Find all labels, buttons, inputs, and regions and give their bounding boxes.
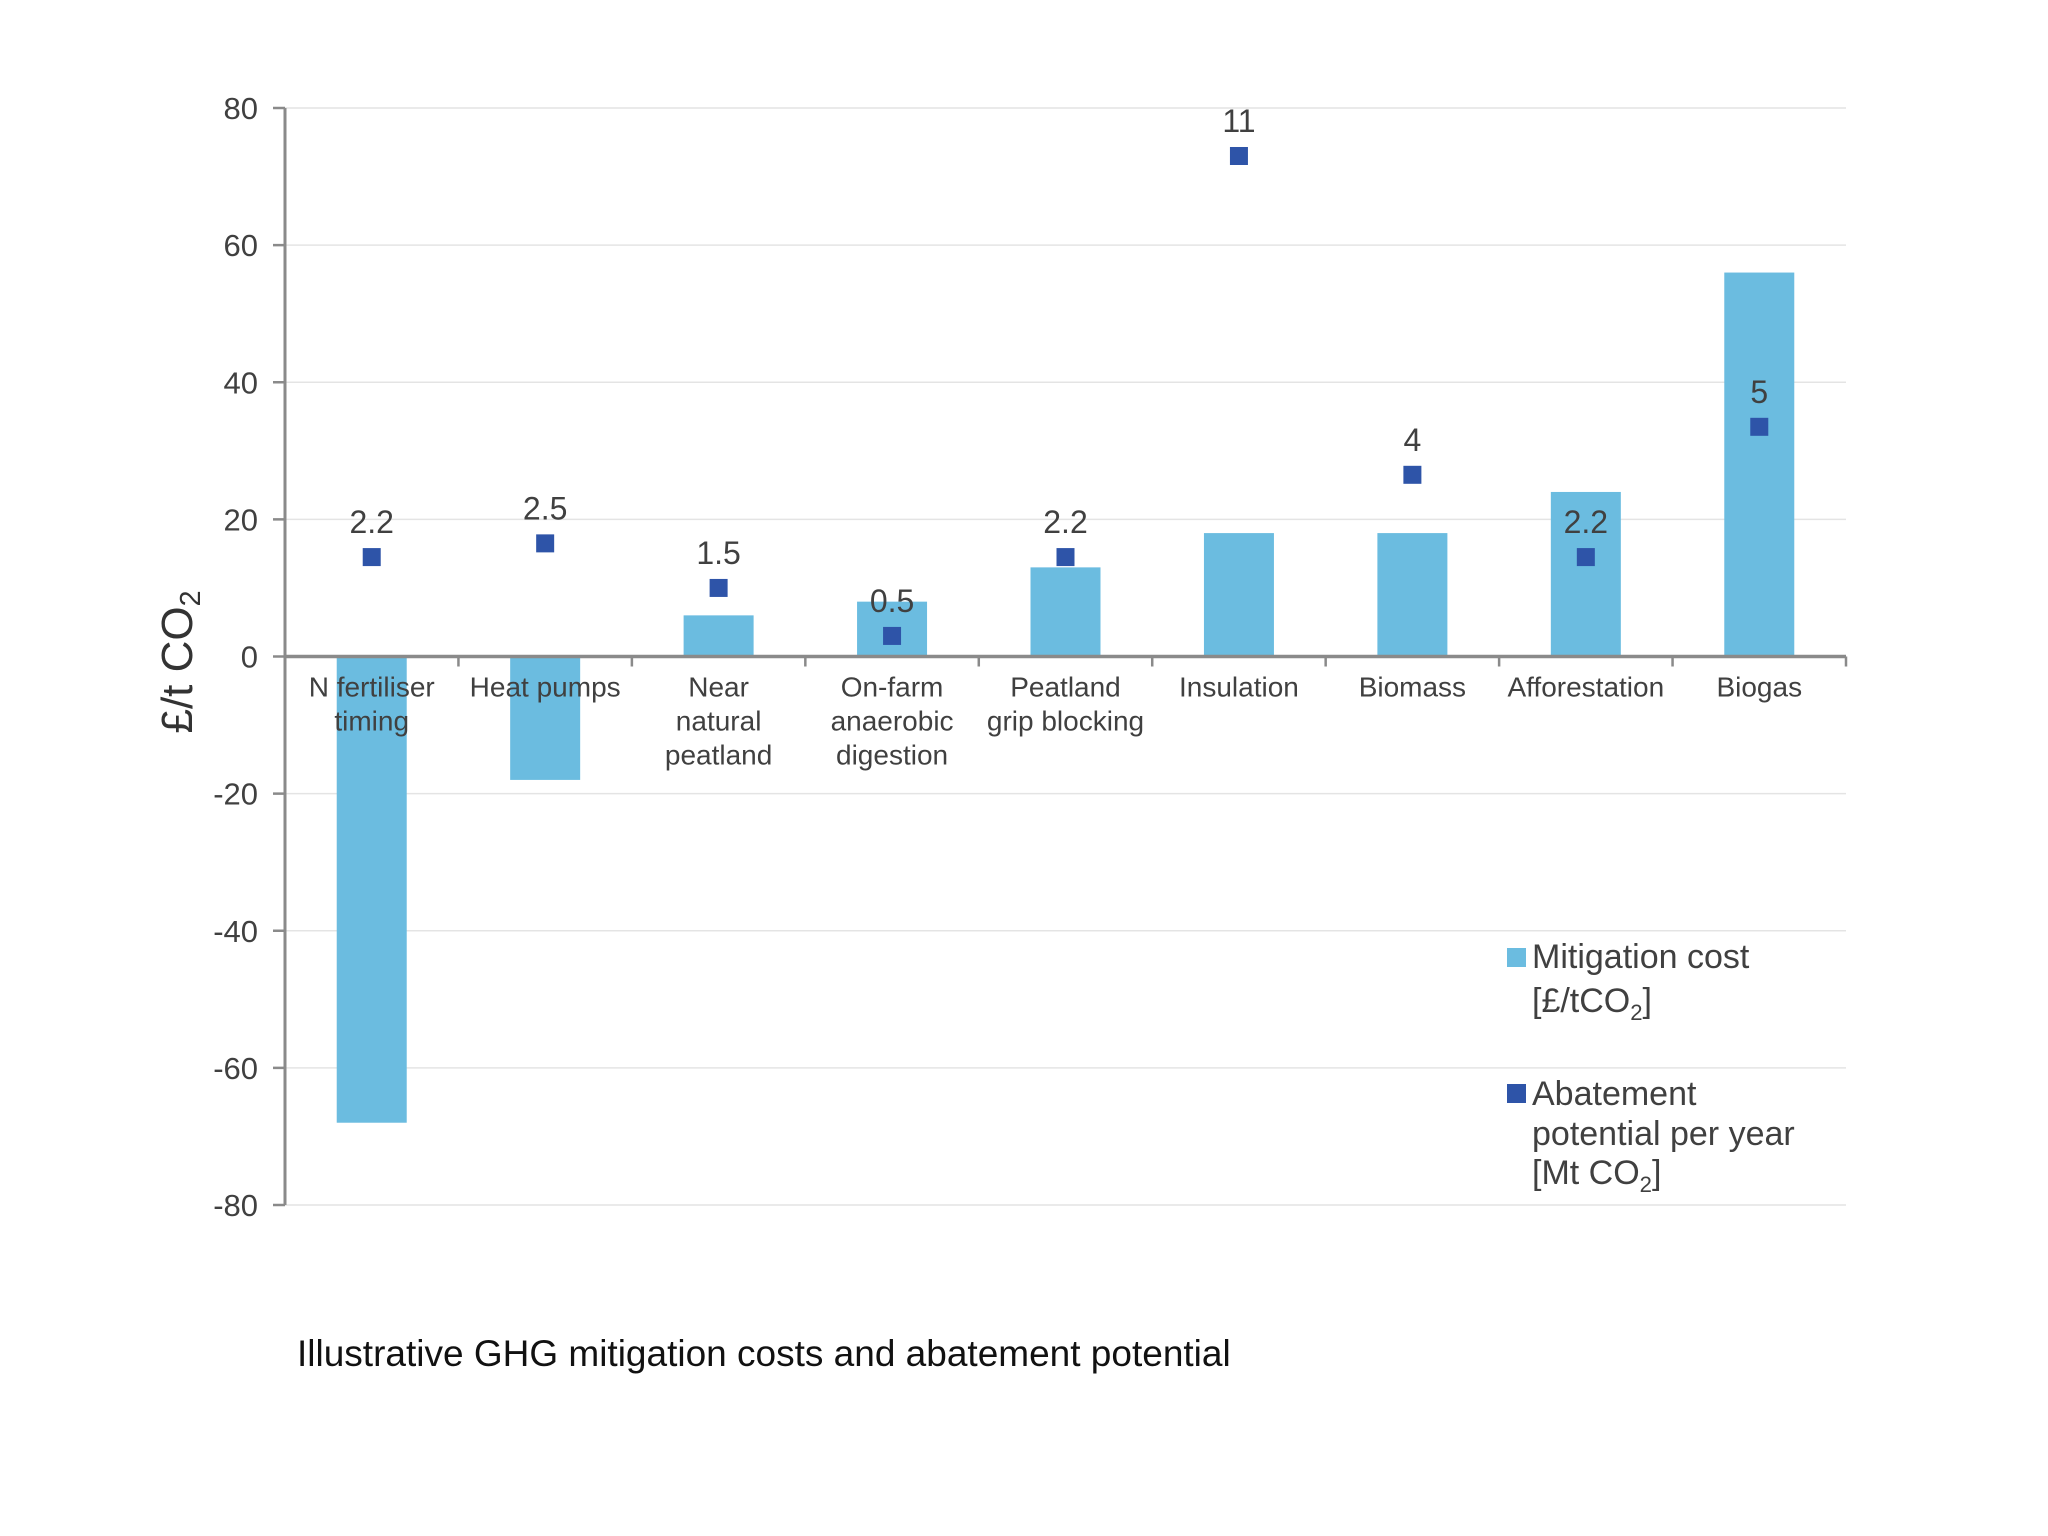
y-axis-label: £/t CO2 (153, 590, 207, 733)
legend-label: [£/tCO2] (1532, 982, 1652, 1025)
data-label: 0.5 (870, 583, 914, 619)
category-label: Biomass (1359, 672, 1466, 703)
category-label: Heat pumps (470, 672, 621, 703)
bar (1724, 272, 1795, 657)
category-label: Peatland grip blocking (987, 672, 1144, 737)
category-label: On-farm anaerobic digestion (831, 672, 954, 771)
legend-label: [Mt CO2] (1532, 1154, 1661, 1197)
y-tick-label: -20 (213, 777, 258, 812)
y-tick-label: 20 (224, 502, 258, 537)
marker-point (1229, 146, 1248, 165)
marker-point (362, 548, 381, 567)
axes: 80 60 40 20 0 -20 -40 -60 -80 N fertiliser timing H… (213, 91, 1848, 1223)
legend-label: Abatement (1532, 1075, 1697, 1113)
category-label: Afforestation (1507, 672, 1664, 703)
bar (683, 615, 754, 657)
y-tick-label: 60 (224, 228, 258, 263)
bar (1377, 533, 1448, 657)
bar (1550, 491, 1621, 657)
y-tick-label: 80 (224, 91, 258, 126)
bar (510, 656, 581, 780)
y-tick-label: -60 (213, 1051, 258, 1086)
bar (1030, 567, 1101, 657)
data-label: 4 (1403, 422, 1421, 458)
legend-swatch (1507, 948, 1526, 967)
legend: Mitigation cost [£/tCO2] Abatementpotentia… (1507, 938, 1795, 1197)
data-label: 1.5 (696, 535, 740, 571)
category-label: Insulation (1179, 672, 1299, 703)
data-label: 11 (1222, 103, 1255, 139)
data-label: 2.2 (1564, 504, 1608, 540)
data-label: 2.2 (1043, 504, 1087, 540)
category-label: N fertiliser timing (309, 672, 435, 737)
category-label: Biogas (1716, 672, 1802, 703)
gridlines (285, 107, 1846, 1206)
marker-point (1403, 465, 1422, 484)
data-label: 5 (1750, 374, 1768, 410)
data-label: 2.5 (523, 490, 567, 526)
marker-series: 2.2 2.5 1.5 0.5 2.2 11 4 2.2 5 (349, 103, 1769, 645)
bar-series (336, 272, 1795, 1123)
y-tick-label: 0 (241, 640, 258, 675)
y-tick-label: 40 (224, 365, 258, 400)
bar (336, 656, 407, 1123)
data-label: 2.2 (349, 504, 393, 540)
legend-swatch (1507, 1084, 1526, 1103)
chart-caption: Illustrative GHG mitigation costs and ab… (297, 1333, 1231, 1374)
legend-label: Mitigation cost (1532, 938, 1750, 976)
y-tick-label: -80 (213, 1188, 258, 1223)
legend-label: potential per year (1532, 1115, 1795, 1153)
marker-point (1750, 417, 1769, 436)
bar (1203, 533, 1274, 657)
marker-point (536, 534, 555, 553)
category-label: Near natural peatland (665, 672, 772, 771)
marker-point (883, 626, 902, 645)
y-tick-label: -40 (213, 914, 258, 949)
marker-point (709, 578, 728, 597)
marker-point (1056, 548, 1075, 567)
marker-point (1576, 548, 1595, 567)
